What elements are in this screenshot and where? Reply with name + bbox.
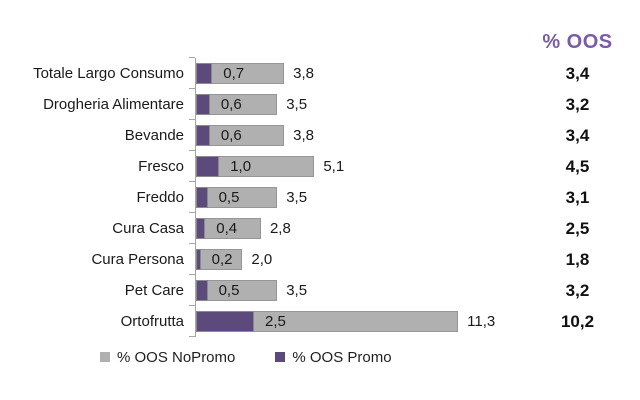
nopromo-value-label: 3,5 bbox=[286, 189, 308, 206]
nopromo-value-label: 3,8 bbox=[293, 127, 315, 144]
category-label: Freddo bbox=[136, 189, 184, 206]
oos-column-header: % OOS bbox=[542, 31, 613, 53]
bar-promo bbox=[196, 94, 210, 115]
promo-value-label: 0,7 bbox=[223, 65, 245, 82]
bar-cell: 1,0 5,1 bbox=[189, 150, 515, 182]
bar-nopromo bbox=[196, 249, 243, 270]
category-label: Ortofrutta bbox=[120, 313, 184, 330]
bar-promo bbox=[196, 187, 208, 208]
bar-promo bbox=[196, 156, 220, 177]
bar-nopromo bbox=[196, 125, 285, 146]
legend-item-nopromo: % OOS NoPromo bbox=[100, 349, 235, 366]
nopromo-swatch-icon bbox=[100, 352, 110, 362]
total-value: 3,2 bbox=[565, 94, 590, 114]
bar-promo bbox=[196, 280, 208, 301]
promo-value-label: 0,6 bbox=[220, 127, 242, 144]
bar-promo bbox=[196, 311, 254, 332]
chart-rows: Totale Largo Consumo 0,7 3,8 3,4 Drogher… bbox=[0, 57, 640, 337]
bar-promo bbox=[196, 249, 201, 270]
total-value: 3,4 bbox=[565, 125, 590, 145]
nopromo-value-label: 5,1 bbox=[323, 158, 345, 175]
category-label: Drogheria Alimentare bbox=[43, 96, 184, 113]
category-label: Pet Care bbox=[124, 282, 184, 299]
total-value: 4,5 bbox=[565, 156, 590, 176]
chart-row: Fresco 1,0 5,1 4,5 bbox=[0, 150, 640, 182]
legend-label: % OOS Promo bbox=[292, 348, 392, 366]
total-value: 10,2 bbox=[560, 311, 595, 331]
bar-cell: 2,5 11,3 bbox=[189, 305, 515, 337]
category-label: Bevande bbox=[124, 127, 184, 144]
bar-cell: 0,4 2,8 bbox=[189, 212, 515, 244]
total-value: 3,4 bbox=[565, 63, 590, 83]
chart-row: Drogheria Alimentare 0,6 3,5 3,2 bbox=[0, 88, 640, 120]
total-value: 2,5 bbox=[565, 218, 590, 238]
chart-row: Cura Persona 0,2 2,0 1,8 bbox=[0, 243, 640, 275]
promo-value-label: 0,6 bbox=[220, 96, 242, 113]
bar-cell: 0,6 3,5 bbox=[189, 88, 515, 120]
promo-value-label: 2,5 bbox=[265, 313, 286, 330]
nopromo-value-label: 3,8 bbox=[293, 65, 315, 82]
bar-promo bbox=[196, 63, 213, 84]
bar-promo bbox=[196, 218, 206, 239]
nopromo-value-label: 3,5 bbox=[286, 282, 308, 299]
nopromo-value-label: 3,5 bbox=[286, 96, 308, 113]
chart-row: Freddo 0,5 3,5 3,1 bbox=[0, 181, 640, 213]
bar-cell: 0,5 3,5 bbox=[189, 181, 515, 213]
bar-promo bbox=[196, 125, 210, 146]
nopromo-value-label: 11,3 bbox=[467, 313, 496, 330]
bar-nopromo bbox=[196, 63, 285, 84]
bar-nopromo bbox=[196, 311, 459, 332]
bar-cell: 0,6 3,8 bbox=[189, 119, 515, 151]
bar-nopromo bbox=[196, 94, 278, 115]
bar-nopromo bbox=[196, 280, 278, 301]
promo-value-label: 0,5 bbox=[218, 282, 240, 299]
chart-row: Ortofrutta 2,5 11,3 10,2 bbox=[0, 305, 640, 337]
promo-value-label: 0,2 bbox=[211, 251, 233, 268]
chart-row: Cura Casa 0,4 2,8 2,5 bbox=[0, 212, 640, 244]
category-label: Fresco bbox=[138, 158, 184, 175]
legend-label: % OOS NoPromo bbox=[117, 348, 236, 366]
promo-value-label: 0,4 bbox=[216, 220, 238, 237]
nopromo-value-label: 2,0 bbox=[251, 251, 273, 268]
promo-swatch-icon bbox=[275, 352, 286, 362]
category-label: Cura Casa bbox=[112, 220, 184, 237]
promo-value-label: 0,5 bbox=[218, 189, 240, 206]
total-value: 1,8 bbox=[565, 249, 590, 269]
category-label: Totale Largo Consumo bbox=[33, 65, 184, 82]
chart-row: Totale Largo Consumo 0,7 3,8 3,4 bbox=[0, 57, 640, 89]
bar-cell: 0,5 3,5 bbox=[189, 274, 515, 306]
bar-nopromo bbox=[196, 187, 278, 208]
total-value: 3,1 bbox=[565, 187, 590, 207]
bar-cell: 0,7 3,8 bbox=[189, 57, 515, 89]
chart-header-row: % OOS bbox=[0, 10, 640, 58]
chart-row: Pet Care 0,5 3,5 3,2 bbox=[0, 274, 640, 306]
legend-item-promo: % OOS Promo bbox=[275, 348, 392, 366]
bar-cell: 0,2 2,0 bbox=[189, 243, 515, 275]
chart-row: Bevande 0,6 3,8 3,4 bbox=[0, 119, 640, 151]
nopromo-value-label: 2,8 bbox=[269, 220, 291, 237]
bar-nopromo bbox=[196, 218, 261, 239]
category-label: Cura Persona bbox=[91, 251, 184, 268]
promo-value-label: 1,0 bbox=[230, 158, 252, 175]
bar-nopromo bbox=[196, 156, 315, 177]
total-value: 3,2 bbox=[565, 280, 590, 300]
legend: % OOS NoPromo % OOS Promo bbox=[100, 347, 640, 367]
